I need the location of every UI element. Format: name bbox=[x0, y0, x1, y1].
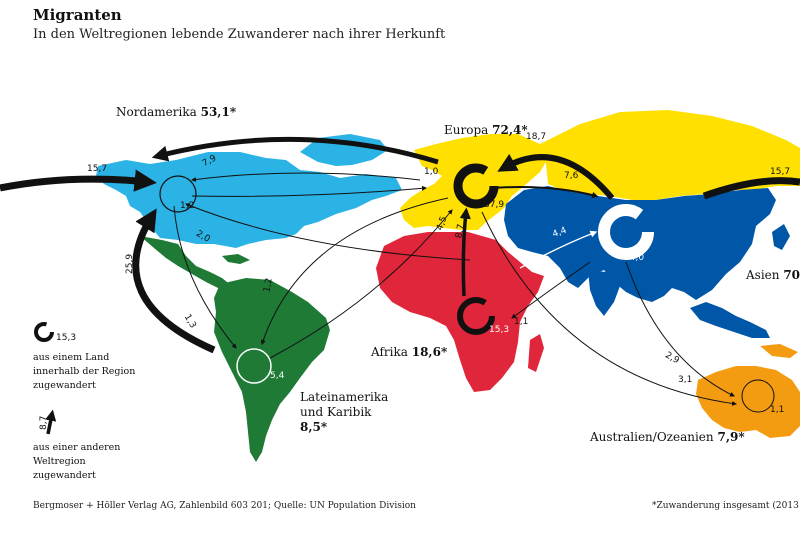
ring-australien bbox=[741, 379, 775, 413]
flow-europa-lateinamerika bbox=[260, 197, 449, 345]
footnote: *Zuwanderung insgesamt (2013 in M bbox=[652, 501, 800, 511]
label-asien: Asien 70,8* bbox=[745, 268, 800, 282]
region-labels: Nordamerika 53,1* Europa 72,4* Asien 70,… bbox=[116, 105, 800, 444]
flow-europa-nordamerika bbox=[151, 136, 439, 165]
value-asien-nordamerika-left: 15,7 bbox=[87, 164, 107, 174]
value-internal-europa: 37,9 bbox=[484, 200, 504, 210]
ring-europa bbox=[453, 163, 499, 209]
flow-nordamerika-lateinamerika bbox=[173, 205, 237, 349]
flow-asien-nordamerika-left bbox=[0, 169, 157, 192]
legend-external-line2: Weltregion bbox=[33, 456, 86, 467]
label-afrika: Afrika 18,6* bbox=[370, 345, 448, 359]
flow-asien-nordamerika-right bbox=[702, 177, 800, 200]
region-mittelamerika bbox=[140, 236, 240, 296]
legend-internal-line3: zugewandert bbox=[33, 380, 96, 391]
flow-europa-asien bbox=[491, 186, 599, 199]
flow-asien-europa bbox=[497, 153, 615, 200]
value-lateinamerika-europa: 4,5 bbox=[435, 215, 449, 232]
region-neuguinea bbox=[760, 344, 798, 358]
label-australien: Australien/Ozeanien 7,9* bbox=[589, 430, 745, 444]
value-internal-afrika: 15,3 bbox=[489, 325, 509, 335]
label-nordamerika: Nordamerika 53,1* bbox=[116, 105, 237, 119]
region-japan bbox=[772, 224, 790, 250]
legend-arrow-icon bbox=[45, 409, 57, 435]
value-nordamerika-europa: 1,0 bbox=[424, 167, 439, 177]
label-lateinamerika-line1: Lateinamerika bbox=[300, 390, 388, 404]
label-europa: Europa 72,4* bbox=[444, 123, 528, 137]
flow-asien-afrika-b bbox=[511, 261, 591, 319]
label-lateinamerika-total: 8,5* bbox=[300, 420, 328, 434]
ring-asien bbox=[598, 204, 654, 260]
value-europa-australien: 3,1 bbox=[678, 375, 692, 385]
thick-flows bbox=[0, 136, 800, 354]
region-australien bbox=[696, 366, 800, 438]
value-lateinamerika-nordamerika: 25,9 bbox=[125, 254, 135, 274]
region-madagaskar bbox=[528, 334, 544, 372]
legend-ring-icon bbox=[34, 322, 54, 342]
value-internal-australien: 1,1 bbox=[770, 405, 784, 415]
legend-internal-line1: aus einem Land bbox=[33, 352, 109, 363]
ring-afrika bbox=[457, 297, 495, 335]
region-russland bbox=[540, 110, 800, 200]
legend-external-line1: aus einer anderen bbox=[33, 442, 120, 453]
region-lateinamerika bbox=[214, 278, 330, 462]
value-nordamerika-lateinamerika: 1,3 bbox=[182, 313, 198, 330]
value-asien-afrika-a: 4,4 bbox=[551, 226, 568, 240]
flow-lateinamerika-nordamerika bbox=[132, 208, 216, 354]
legend-external-value: 8,7 bbox=[39, 416, 49, 430]
legend-internal-line2: innerhalb der Region bbox=[33, 366, 135, 377]
value-internal-asien: 54,0 bbox=[624, 253, 644, 263]
ring-nordamerika bbox=[159, 175, 197, 213]
value-asien-europa: 18,7 bbox=[526, 132, 546, 142]
value-internal-nordamerika: 1,2 bbox=[180, 201, 194, 211]
legend: 15,3 aus einem Land innerhalb der Region… bbox=[33, 322, 135, 481]
internal-rings bbox=[159, 163, 775, 413]
source-note: Bergmoser + Höller Verlag AG, Zahlenbild… bbox=[33, 501, 416, 511]
legend-internal-value: 15,3 bbox=[56, 333, 76, 343]
value-asien-afrika-b: 1,1 bbox=[514, 317, 528, 327]
flow-asien-australien bbox=[625, 261, 735, 397]
internal-values: 1,2 5,4 37,9 54,0 15,3 1,1 bbox=[180, 200, 784, 415]
flow-europa-australien bbox=[481, 211, 737, 406]
value-europa-lateinamerika: 1,2 bbox=[262, 277, 274, 293]
legend-external-line3: zugewandert bbox=[33, 470, 96, 481]
flow-afrika-nordamerika bbox=[185, 203, 471, 261]
region-shapes bbox=[96, 110, 800, 462]
value-internal-lateinamerika: 5,4 bbox=[270, 371, 285, 381]
flow-afrika-europa bbox=[459, 207, 471, 297]
page-title: Migranten bbox=[33, 6, 122, 24]
value-asien-australien: 2,9 bbox=[663, 350, 681, 366]
value-europa-asien: 7,6 bbox=[564, 171, 579, 181]
region-nordamerika bbox=[96, 152, 402, 248]
thin-flows bbox=[173, 172, 737, 406]
region-karibik bbox=[222, 254, 250, 264]
flow-nordamerika-europa bbox=[191, 185, 427, 197]
page-subtitle: In den Weltregionen lebende Zuwanderer n… bbox=[33, 27, 446, 42]
region-suedostasien bbox=[690, 302, 770, 338]
region-indien bbox=[588, 270, 620, 316]
value-afrika-europa: 8,7 bbox=[454, 223, 466, 239]
flow-europa-nordamerika-thin bbox=[191, 172, 421, 182]
label-lateinamerika-line2: und Karibik bbox=[300, 405, 372, 419]
flow-lateinamerika-europa bbox=[269, 209, 453, 359]
value-asien-nordamerika-right: 15,7 bbox=[770, 167, 790, 177]
flow-asien-afrika-a bbox=[519, 230, 598, 269]
ring-lateinamerika bbox=[236, 348, 272, 384]
